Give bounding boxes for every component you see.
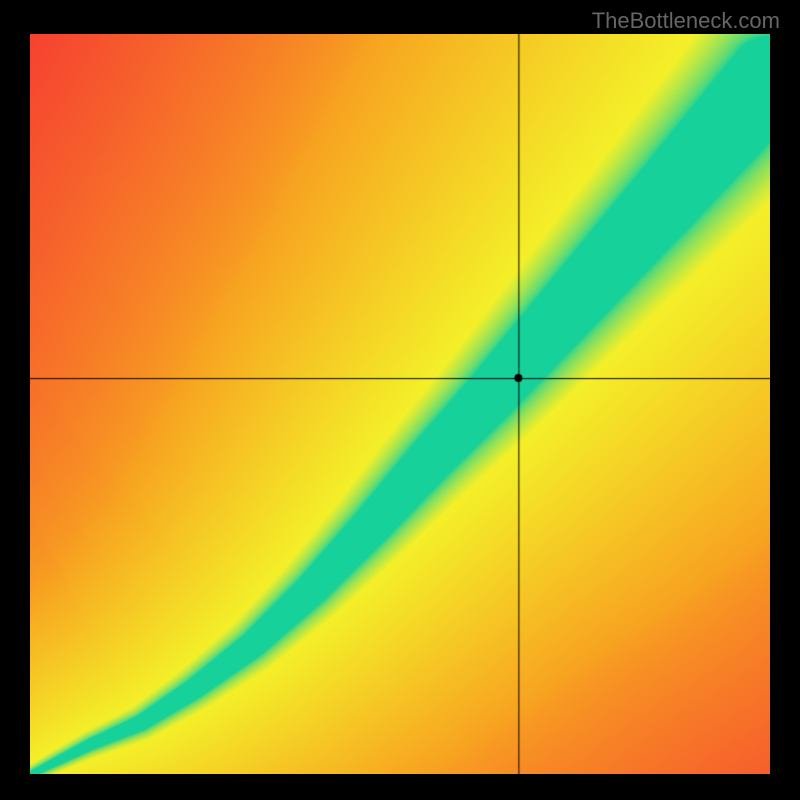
chart-container: TheBottleneck.com: [0, 0, 800, 800]
watermark-text: TheBottleneck.com: [592, 8, 780, 34]
plot-area: [30, 34, 770, 774]
heatmap-canvas: [30, 34, 770, 774]
